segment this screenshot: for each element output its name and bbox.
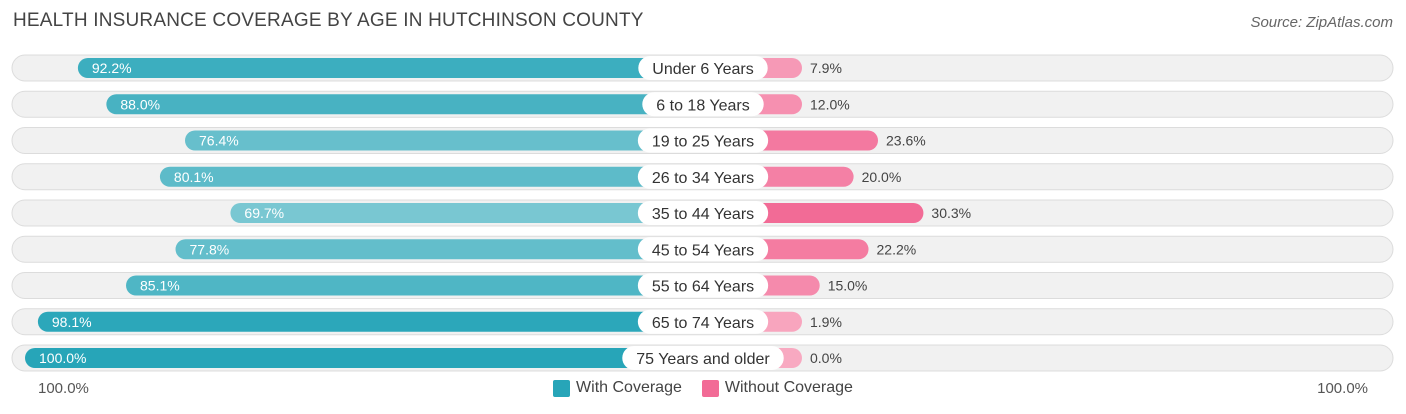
source-label: Source: ZipAtlas.com <box>1250 14 1393 31</box>
bar-label-without-coverage: 20.0% <box>862 169 902 185</box>
category-label: 45 to 54 Years <box>652 242 754 259</box>
bar-label-without-coverage: 0.0% <box>810 350 842 366</box>
category-label-background <box>637 237 769 262</box>
bar-label-without-coverage: 15.0% <box>828 278 868 294</box>
bar-with-coverage <box>175 239 704 260</box>
category-label-background <box>637 309 769 334</box>
legend-swatch-with-coverage <box>553 379 571 397</box>
bar-label-with-coverage: 77.8% <box>190 241 230 257</box>
legend-item-with-coverage[interactable]: With Coverage <box>553 379 682 397</box>
legend: With Coverage Without Coverage <box>0 379 1406 397</box>
legend-label-with-coverage: With Coverage <box>576 379 682 396</box>
bar-label-with-coverage: 85.1% <box>140 278 180 294</box>
bar-label-without-coverage: 23.6% <box>886 133 926 149</box>
bar-with-coverage <box>230 203 703 223</box>
category-label: 75 Years and older <box>636 351 770 368</box>
category-label: Under 6 Years <box>652 61 753 78</box>
category-label-background <box>637 201 769 225</box>
bar-with-coverage <box>126 275 704 296</box>
bar-label-with-coverage: 98.1% <box>52 314 92 330</box>
legend-label-without-coverage: Without Coverage <box>724 379 853 396</box>
bar-label-without-coverage: 22.2% <box>877 241 917 257</box>
category-label-background <box>637 128 769 153</box>
bar-with-coverage <box>159 166 703 187</box>
bar-with-coverage <box>106 94 704 115</box>
category-label-background <box>637 164 769 189</box>
category-label-background <box>642 92 764 117</box>
bar-label-with-coverage: 76.4% <box>199 133 239 149</box>
category-label-background <box>622 346 784 370</box>
bar-label-with-coverage: 88.0% <box>120 96 160 112</box>
category-label-background <box>638 56 768 80</box>
chart-title: HEALTH INSURANCE COVERAGE BY AGE IN HUTC… <box>13 10 644 31</box>
category-label: 26 to 34 Years <box>652 170 754 187</box>
category-label: 65 to 74 Years <box>652 315 754 332</box>
bar-with-coverage <box>77 58 703 78</box>
category-label: 6 to 18 Years <box>656 97 749 114</box>
axis-right-label: 100.0% <box>1317 380 1368 397</box>
bar-label-without-coverage: 7.9% <box>810 60 842 76</box>
category-label: 55 to 64 Years <box>652 279 754 296</box>
bar-label-with-coverage: 100.0% <box>39 350 86 366</box>
category-label: 19 to 25 Years <box>652 134 754 151</box>
bar-label-without-coverage: 12.0% <box>810 96 850 112</box>
bar-label-with-coverage: 92.2% <box>92 60 132 76</box>
bar-with-coverage <box>185 130 703 151</box>
bar-with-coverage <box>37 311 703 332</box>
bar-label-without-coverage: 1.9% <box>810 314 842 330</box>
legend-swatch-without-coverage <box>701 379 719 397</box>
category-label: 35 to 44 Years <box>652 206 754 223</box>
bar-with-coverage <box>25 348 703 368</box>
bar-label-with-coverage: 80.1% <box>174 169 214 185</box>
legend-item-without-coverage[interactable]: Without Coverage <box>701 379 853 397</box>
category-label-background <box>637 273 769 298</box>
axis-left-label: 100.0% <box>38 380 89 397</box>
bar-label-without-coverage: 30.3% <box>931 205 971 221</box>
bar-label-with-coverage: 69.7% <box>244 205 284 221</box>
